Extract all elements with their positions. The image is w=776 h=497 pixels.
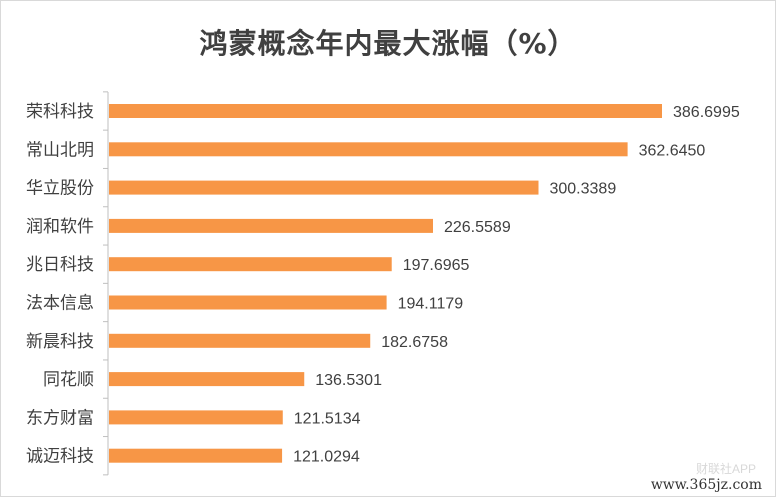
watermark-faint-text: 财联社APP [695, 462, 756, 476]
category-label: 法本信息 [26, 294, 94, 314]
bar [109, 333, 371, 348]
category-label: 兆日科技 [26, 255, 94, 275]
data-label: 226.5589 [444, 219, 511, 236]
category-label: 东方财富 [26, 408, 94, 428]
watermark-text: www.365jz.com [650, 477, 762, 493]
bar [109, 218, 433, 233]
data-label: 182.6758 [381, 334, 448, 351]
bar [109, 410, 283, 425]
data-label: 121.5134 [294, 410, 361, 427]
bar [109, 448, 283, 463]
data-label: 300.3389 [549, 181, 616, 198]
data-label: 362.6450 [639, 142, 706, 159]
category-label: 同花顺 [43, 370, 94, 390]
category-label: 新晨科技 [26, 332, 94, 352]
category-label: 华立股份 [26, 179, 94, 199]
bar [109, 372, 305, 387]
bar [109, 257, 392, 272]
data-label: 136.5301 [315, 372, 382, 389]
bar [109, 142, 628, 157]
chart-title: 鸿蒙概念年内最大涨幅（%） [199, 27, 577, 60]
category-label: 诚迈科技 [26, 447, 94, 467]
data-label: 197.6965 [403, 257, 470, 274]
data-label: 194.1179 [398, 296, 464, 313]
data-label: 386.6995 [673, 104, 740, 121]
category-label: 润和软件 [26, 217, 94, 237]
bar [109, 180, 539, 195]
bar [109, 104, 662, 118]
bar [109, 295, 387, 310]
category-label: 常山北明 [26, 140, 94, 160]
category-label: 荣科科技 [26, 102, 94, 122]
data-label: 121.0294 [293, 449, 360, 466]
